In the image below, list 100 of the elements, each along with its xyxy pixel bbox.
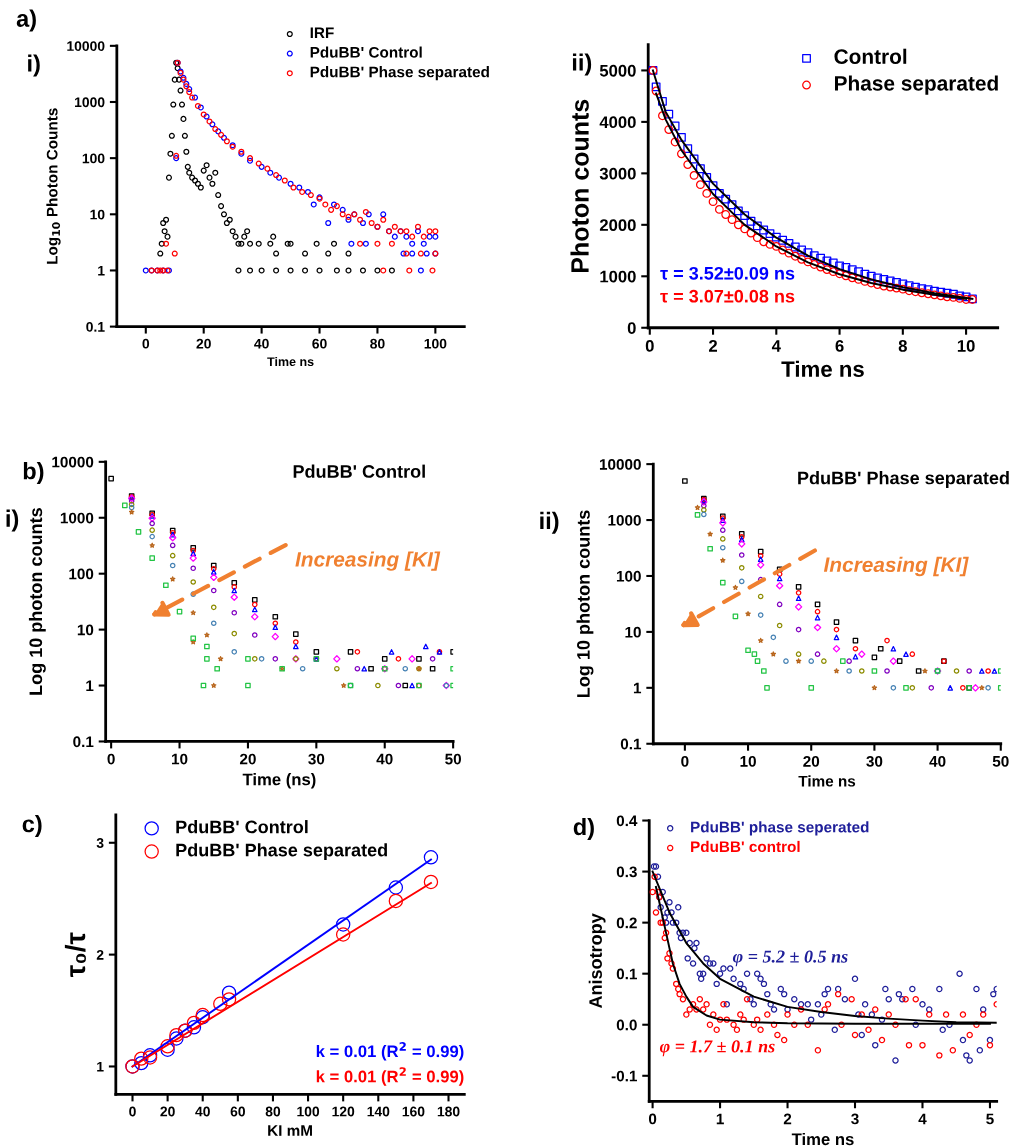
x-tick-label: 30 — [866, 755, 883, 767]
x-tick-label: 20 — [239, 753, 256, 765]
x-tick-label: 4 — [771, 340, 781, 352]
x-tick-label: 2 — [708, 340, 718, 352]
x-tick-label: 180 — [437, 1106, 460, 1117]
y-tick-label: 3 — [96, 838, 104, 848]
legend-label: PduBB' Control — [310, 46, 422, 58]
text: d) — [573, 817, 594, 840]
x-axis-title: Time ns — [798, 775, 856, 787]
y-axis-title: Log 10 photon counts — [28, 508, 46, 695]
y-tick-label: 10000 — [599, 459, 641, 470]
x-tick-label: 40 — [254, 338, 269, 349]
y-tick-label: 10000 — [52, 456, 94, 468]
x-tick-label: 1 — [716, 1113, 724, 1125]
chart-title: PduBB' Control — [293, 464, 425, 478]
y-tick-label: 100 — [69, 568, 94, 580]
x-tick-label: 30 — [308, 753, 325, 765]
x-tick-label: 120 — [332, 1106, 355, 1117]
x-tick-label: 0 — [648, 1113, 657, 1125]
y-tick-label: 0.4 — [616, 815, 638, 827]
text: a) — [16, 9, 36, 32]
annotation: φ = 5.2 ± 0.5 ns — [732, 950, 848, 967]
y-tick-label: -0.1 — [611, 1070, 637, 1082]
x-tick-label: 0 — [681, 755, 689, 767]
y-tick-label: 0.2 — [616, 917, 637, 929]
annotation: τ = 3.52±0.09 ns — [660, 266, 795, 280]
legend-label: Control — [834, 48, 907, 64]
y-tick-label: 1 — [97, 1061, 104, 1072]
y-tick-label: 0.3 — [616, 866, 637, 878]
y-tick-label: 5000 — [599, 64, 636, 77]
y-tick-label: 10 — [77, 624, 94, 636]
legend-label: PduBB' phase seperated — [691, 821, 869, 836]
x-axis-title: Time ns — [267, 356, 314, 367]
y-tick-label: 4000 — [599, 116, 636, 129]
y-tick-label: 10 — [625, 626, 641, 638]
annotation: k = 0.01 (R$^{2}$ = 0.99) — [316, 1067, 464, 1086]
x-tick-label: 5 — [986, 1113, 994, 1125]
y-tick-label: 1 — [633, 682, 642, 694]
x-tick-label: 100 — [297, 1106, 320, 1117]
x-tick-label: 50 — [445, 753, 462, 765]
y-tick-label: 0.1 — [620, 738, 642, 750]
y-axis-title: Log 10 photon counts — [576, 510, 594, 698]
x-tick-label: 3 — [851, 1113, 859, 1125]
y-tick-label: 2000 — [599, 219, 636, 232]
y-tick-label: 0.1 — [616, 968, 637, 980]
y-axis-title: Log$_{10}$ Photon Counts — [46, 108, 61, 264]
x-tick-label: 10 — [740, 755, 756, 767]
annotation: Increasing [KI] — [823, 556, 969, 577]
x-tick-label: 160 — [402, 1106, 425, 1117]
legend-label: Phase separated — [835, 75, 998, 95]
y-tick-label: 0.1 — [73, 736, 94, 748]
x-tick-label: 20 — [196, 338, 211, 349]
y-axis-title: τ₀/τ — [64, 932, 86, 977]
x-axis-title: Time ns — [791, 1132, 854, 1146]
x-tick-label: 140 — [367, 1106, 390, 1117]
y-tick-label: 1000 — [608, 514, 641, 526]
y-tick-label: 100 — [616, 570, 641, 582]
x-tick-label: 0 — [107, 753, 115, 765]
y-tick-label: 1000 — [75, 97, 105, 108]
text: c) — [22, 814, 42, 837]
y-tick-label: 100 — [82, 153, 105, 164]
text: ii) — [572, 53, 592, 76]
annotation: k = 0.01 (R$^{2}$ = 0.99) — [316, 1042, 464, 1061]
x-tick-label: 100 — [424, 338, 447, 349]
y-tick-label: 0 — [627, 322, 636, 334]
y-tick-label: 1000 — [600, 270, 636, 283]
x-tick-label: 20 — [160, 1106, 175, 1117]
y-tick-label: 3000 — [599, 167, 636, 180]
chart-title: PduBB' Phase separated — [798, 471, 1009, 488]
x-tick-label: 0 — [142, 338, 150, 349]
x-tick-label: 40 — [376, 753, 393, 765]
legend-label: PduBB' Phase separated — [176, 843, 387, 861]
legend-label: PduBB' Phase separated — [310, 66, 489, 81]
y-tick-label: 1000 — [60, 512, 94, 524]
x-tick-label: 0 — [129, 1106, 136, 1117]
text: i) — [6, 509, 19, 532]
x-tick-label: 80 — [370, 338, 385, 349]
x-tick-label: 20 — [803, 755, 820, 767]
x-tick-label: 6 — [835, 340, 844, 352]
x-tick-label: 40 — [929, 755, 946, 767]
x-tick-label: 8 — [898, 340, 907, 352]
legend-label: IRF — [310, 27, 334, 38]
y-tick-label: 0.0 — [616, 1019, 637, 1031]
legend-label: PduBB' control — [691, 840, 800, 853]
y-axis-title: Photon counts — [570, 99, 589, 273]
y-tick-label: 1 — [86, 680, 94, 692]
x-tick-label: 50 — [992, 755, 1009, 767]
x-axis-title: Time ns — [781, 360, 864, 377]
x-tick-label: 60 — [230, 1106, 245, 1117]
legend-label: PduBB' Control — [176, 820, 308, 834]
annotation: φ = 1.7 ± 0.1 ns — [659, 1040, 775, 1057]
x-axis-title: KI mM — [268, 1125, 312, 1136]
text: i) — [28, 54, 40, 77]
x-tick-label: 4 — [918, 1113, 927, 1125]
y-tick-label: 0.1 — [86, 321, 105, 332]
y-tick-label: 10 — [90, 209, 105, 220]
y-tick-label: 2 — [96, 949, 104, 960]
x-tick-label: 10 — [172, 753, 188, 765]
annotation: Increasing [KI] — [295, 551, 441, 571]
x-tick-label: 40 — [195, 1106, 210, 1117]
